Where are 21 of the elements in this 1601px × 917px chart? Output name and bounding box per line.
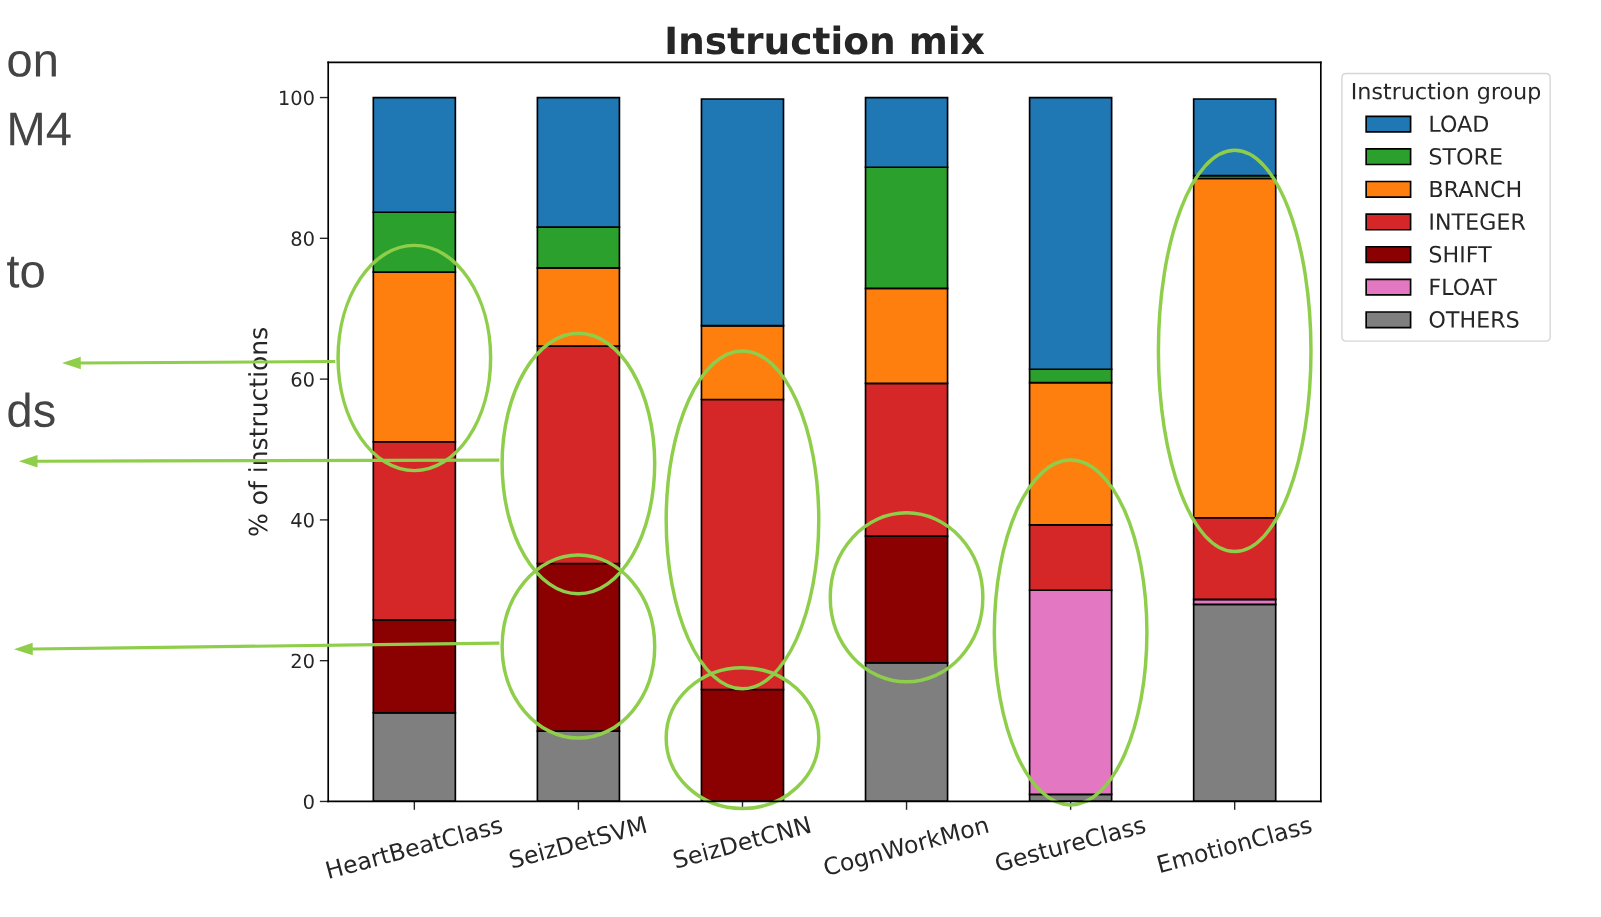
text: to xyxy=(7,256,44,288)
text: on xyxy=(8,50,56,77)
y-axis-title: % of instructions xyxy=(248,328,268,536)
legend-label: LOAD xyxy=(1430,115,1489,133)
legend-label: BRANCH xyxy=(1430,180,1521,198)
bar xyxy=(1192,98,1277,177)
y-tick-label: 20 xyxy=(291,653,314,669)
legend-label: OTHERS xyxy=(1429,311,1519,328)
chart-title: Instruction mix xyxy=(667,25,985,55)
y-tick-label: 0 xyxy=(303,794,314,810)
y-tick-label: 100 xyxy=(280,90,314,106)
text: ds xyxy=(8,392,55,428)
legend-label: SHIFT xyxy=(1429,245,1492,263)
y-tick-label: 60 xyxy=(291,372,314,387)
legend-label: STORE xyxy=(1429,147,1502,165)
legend-label: FLOAT xyxy=(1430,278,1497,296)
legend-title: Instruction group xyxy=(1352,82,1541,104)
y-tick-label: 40 xyxy=(291,512,314,528)
y-tick-label: 80 xyxy=(291,231,314,246)
text: M4 xyxy=(10,112,71,146)
legend-label: INTEGER xyxy=(1430,213,1526,231)
